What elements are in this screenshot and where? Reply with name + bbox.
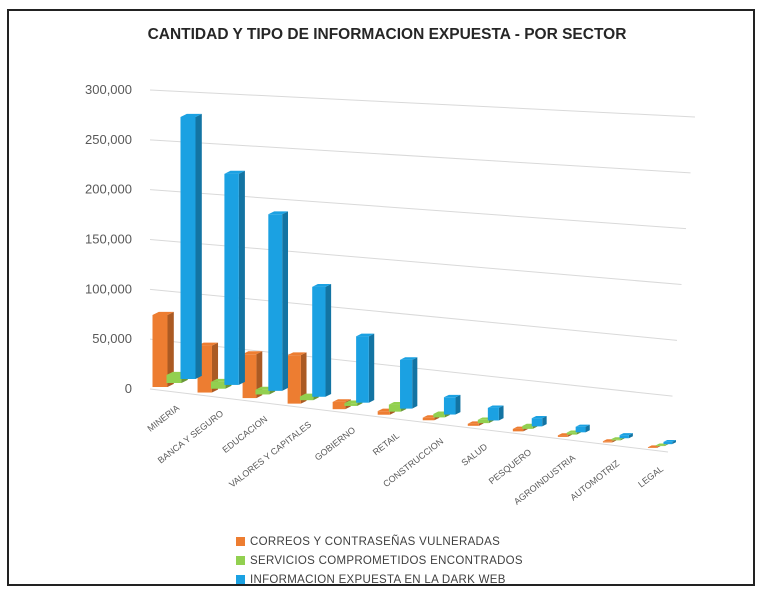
bar: [512, 428, 524, 432]
bar: [655, 445, 665, 447]
legend-swatch: [236, 575, 245, 584]
bar: [531, 418, 543, 427]
bar: [210, 381, 226, 389]
y-tick-label: 50,000: [92, 331, 132, 346]
bar: [663, 441, 673, 445]
legend-item: SERVICIOS COMPROMETIDOS ENCONTRADOS: [236, 551, 523, 570]
bar-top: [197, 342, 219, 346]
bar: [522, 426, 533, 429]
bar-side: [628, 433, 633, 439]
bar-top: [287, 352, 307, 356]
bar-top: [356, 333, 375, 337]
bar: [152, 315, 168, 387]
bar: [443, 397, 456, 415]
bar-top: [400, 357, 418, 360]
y-tick-label: 250,000: [85, 132, 132, 147]
bar: [433, 413, 445, 418]
bar-side: [368, 333, 375, 403]
bar: [299, 396, 314, 401]
bar: [287, 355, 301, 404]
bar: [332, 401, 346, 410]
bar: [356, 336, 369, 403]
bar-top: [224, 170, 245, 174]
x-tick-label: VALORES Y CAPITALES: [227, 419, 313, 489]
bar-side: [300, 352, 307, 404]
y-tick-label: 0: [125, 381, 132, 396]
bar-side: [585, 424, 590, 433]
bar: [611, 439, 621, 441]
legend-item: CORREOS Y CONTRASEÑAS VULNERADAS: [236, 532, 523, 551]
chart-frame: [7, 9, 755, 586]
bar-side: [412, 357, 418, 409]
bar-top: [575, 424, 590, 427]
bar: [575, 426, 586, 433]
bar: [477, 419, 489, 424]
x-tick-label: SALUD: [459, 441, 489, 468]
bar-side: [238, 170, 245, 385]
bar-top: [242, 351, 263, 355]
bar: [180, 117, 196, 379]
bar: [312, 286, 326, 397]
bar: [647, 447, 657, 448]
bar-side: [195, 113, 202, 379]
bar: [377, 411, 390, 415]
bar-side: [542, 415, 547, 427]
bar-top: [268, 211, 289, 215]
bar: [400, 359, 413, 409]
x-tick-label: AUTOMOTRIZ: [568, 458, 621, 503]
x-tick-label: EDUCACION: [221, 414, 270, 455]
bar-side: [455, 394, 461, 415]
bar: [255, 389, 270, 395]
bar-top: [619, 433, 633, 436]
x-tick-label: GOBIERNO: [313, 425, 357, 463]
bar-side: [325, 284, 332, 397]
bar: [602, 441, 613, 443]
bar-top: [332, 399, 351, 402]
gridline: [149, 89, 696, 118]
legend-swatch: [236, 537, 245, 546]
bar-side: [256, 351, 263, 399]
bar-top: [663, 440, 676, 442]
bar-side: [167, 311, 174, 387]
y-tick-label: 200,000: [85, 182, 132, 197]
bar-side: [282, 211, 289, 391]
chart-legend: CORREOS Y CONTRASEÑAS VULNERADAS SERVICIO…: [236, 532, 523, 589]
bar: [268, 214, 283, 391]
chart-title: CANTIDAD Y TIPO DE INFORMACION EXPUESTA …: [147, 26, 627, 43]
x-tick-label: RETAIL: [371, 430, 401, 457]
bar: [224, 173, 239, 385]
bar: [388, 404, 402, 412]
bar: [422, 417, 435, 421]
bar-top: [531, 415, 547, 419]
bar-side: [498, 405, 504, 421]
bar: [166, 375, 182, 383]
legend-item: INFORMACION EXPUESTA EN LA DARK WEB: [236, 570, 523, 589]
bar: [242, 354, 257, 399]
bar-top: [487, 405, 504, 408]
bar-top: [152, 311, 174, 315]
legend-label: SERVICIOS COMPROMETIDOS ENCONTRADOS: [250, 554, 523, 567]
x-tick-label: MINERIA: [146, 403, 182, 434]
bar-top: [180, 113, 202, 117]
bar-top: [443, 394, 461, 398]
bar: [344, 403, 358, 406]
x-tick-label: PESQUERO: [487, 447, 533, 486]
legend-label: INFORMACION EXPUESTA EN LA DARK WEB: [250, 573, 506, 586]
gridline: [149, 139, 691, 174]
bar: [467, 423, 479, 426]
x-tick-label: LEGAL: [636, 464, 665, 490]
y-tick-label: 100,000: [85, 281, 132, 296]
y-tick-label: 150,000: [85, 232, 132, 247]
legend-swatch: [236, 556, 245, 565]
bar-side: [672, 440, 676, 445]
bar: [487, 407, 499, 421]
bar: [619, 435, 629, 439]
legend-label: CORREOS Y CONTRASEÑAS VULNERADAS: [250, 535, 501, 548]
gridline: [149, 388, 669, 453]
bar: [557, 435, 568, 437]
bar-top: [312, 284, 332, 287]
bar: [566, 432, 577, 435]
y-tick-label: 300,000: [85, 82, 132, 97]
